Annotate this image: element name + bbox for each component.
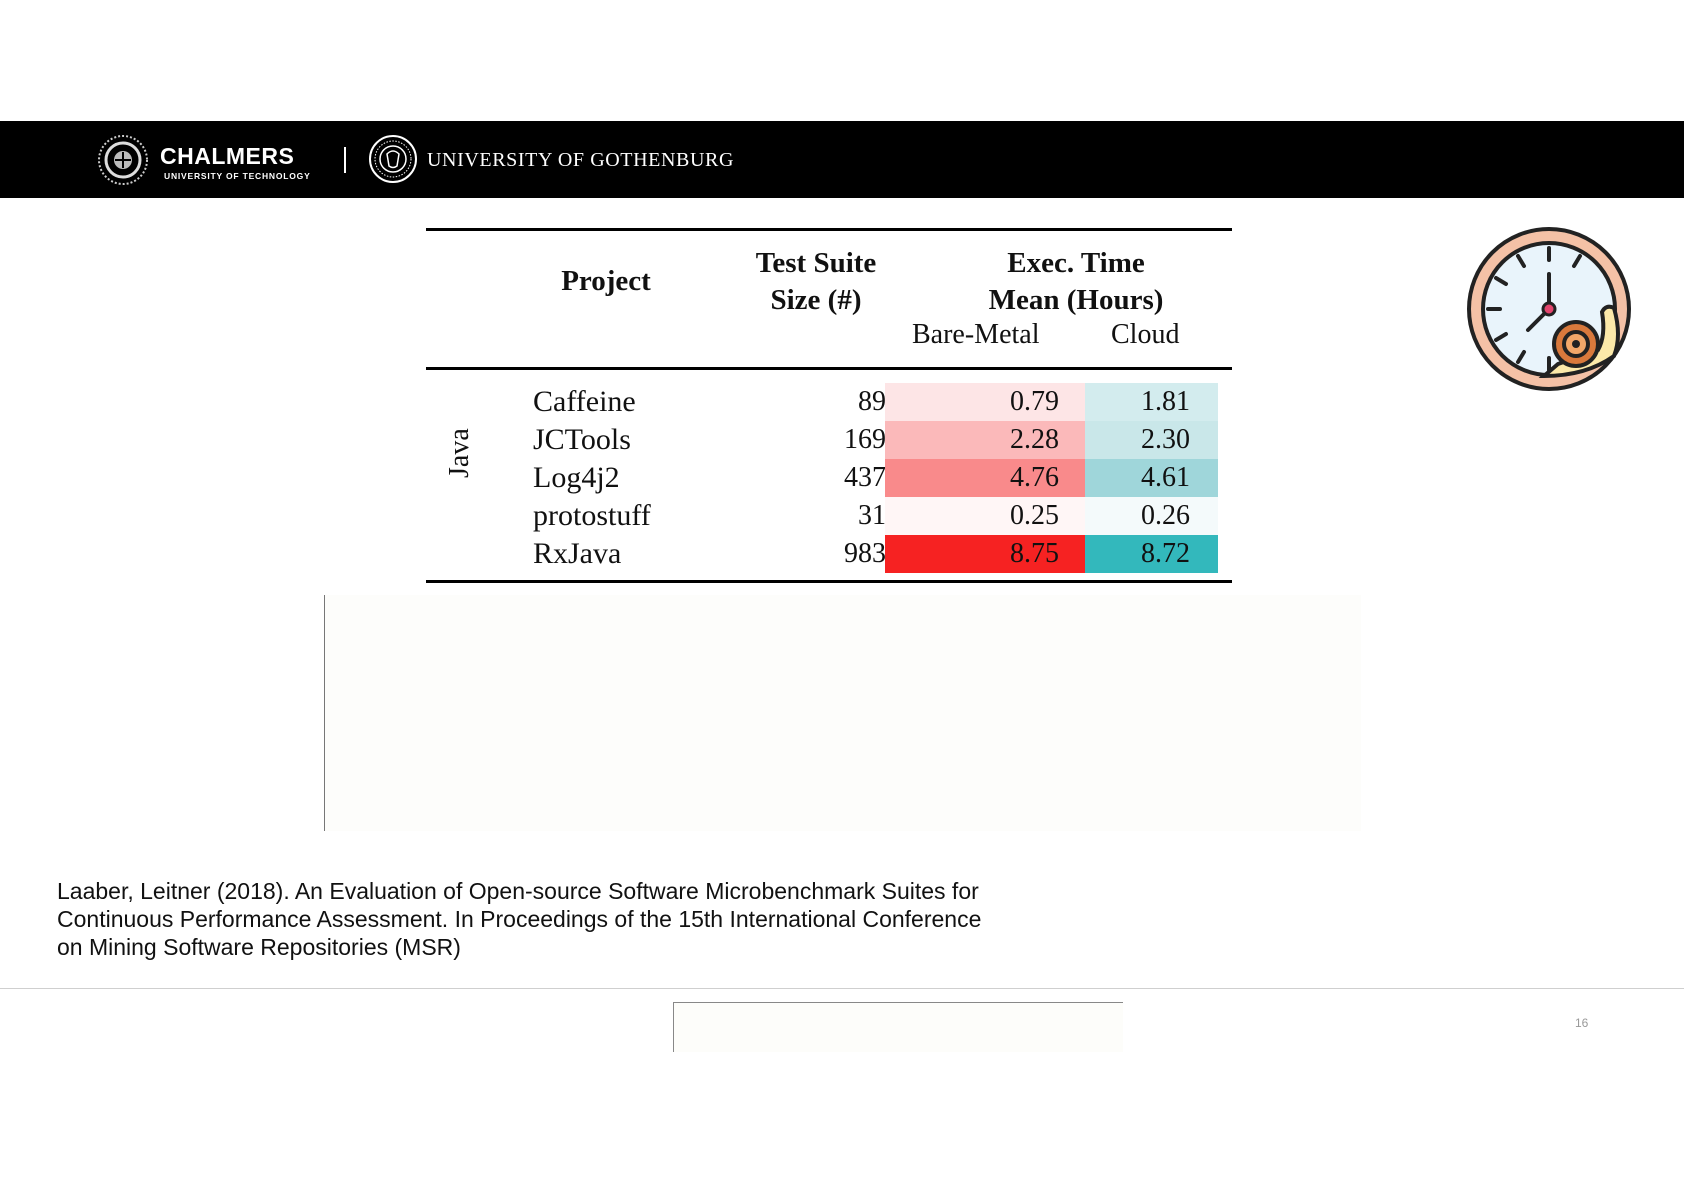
table-top-rule	[426, 228, 1232, 231]
gothenburg-seal-icon	[369, 135, 417, 183]
cell-project: RxJava	[533, 537, 622, 570]
gothenburg-wordmark: UNIVERSITY OF GOTHENBURG	[427, 149, 734, 171]
citation-text: Laaber, Leitner (2018). An Evaluation of…	[57, 878, 982, 960]
header-bar: CHALMERS UNIVERSITY OF TECHNOLOGY UNIVER…	[0, 121, 1684, 198]
header-project: Project	[561, 265, 651, 297]
subheader-bare-metal: Bare-Metal	[912, 319, 1040, 350]
cell-suite-size: 437	[844, 462, 886, 493]
chalmers-wordmark: CHALMERS	[160, 143, 295, 169]
logo-divider	[344, 147, 346, 173]
cell-cloud: 2.30	[1085, 421, 1218, 459]
cell-suite-size: 983	[844, 538, 886, 569]
cell-project: Log4j2	[533, 461, 620, 494]
cell-project: protostuff	[533, 499, 651, 532]
footer-media-frame	[673, 1002, 1123, 1052]
cell-project: JCTools	[533, 423, 631, 456]
table-bottom-rule	[426, 580, 1232, 583]
slow-clock-snail-icon	[1467, 227, 1631, 391]
subheader-cloud: Cloud	[1111, 319, 1180, 350]
cell-bare-metal: 2.28	[885, 421, 1085, 459]
cell-cloud: 1.81	[1085, 383, 1218, 421]
cell-bare-metal: 0.25	[885, 497, 1085, 535]
cell-suite-size: 31	[858, 500, 886, 531]
cell-suite-size: 169	[844, 424, 886, 455]
header-size-line1: Test Suite	[755, 247, 877, 279]
table-row: Log4j2 437 4.76 4.61	[426, 459, 1232, 497]
cell-bare-metal: 4.76	[885, 459, 1085, 497]
cell-cloud: 0.26	[1085, 497, 1218, 535]
chalmers-subtitle: UNIVERSITY OF TECHNOLOGY	[164, 171, 311, 181]
header-size-line2: Size (#)	[770, 284, 862, 316]
header-time-line1: Exec. Time	[1007, 247, 1145, 279]
table-row: JCTools 169 2.28 2.30	[426, 421, 1232, 459]
embedded-media-frame	[324, 595, 1361, 831]
footer-divider	[0, 988, 1684, 989]
cell-cloud: 4.61	[1085, 459, 1218, 497]
table-row: Caffeine 89 0.79 1.81	[426, 383, 1232, 421]
table-mid-rule	[426, 367, 1232, 370]
table-row: RxJava 983 8.75 8.72	[426, 535, 1232, 573]
page-number: 16	[1575, 1016, 1589, 1030]
table-row: protostuff 31 0.25 0.26	[426, 497, 1232, 535]
header-time-line2: Mean (Hours)	[988, 284, 1164, 316]
execution-time-table: Project Test Suite Size (#) Exec. Time M…	[426, 228, 1234, 585]
cell-bare-metal: 8.75	[885, 535, 1085, 573]
cell-suite-size: 89	[858, 386, 886, 417]
cell-cloud: 8.72	[1085, 535, 1218, 573]
chalmers-seal-icon	[98, 135, 148, 185]
cell-bare-metal: 0.79	[885, 383, 1085, 421]
cell-project: Caffeine	[533, 385, 636, 418]
